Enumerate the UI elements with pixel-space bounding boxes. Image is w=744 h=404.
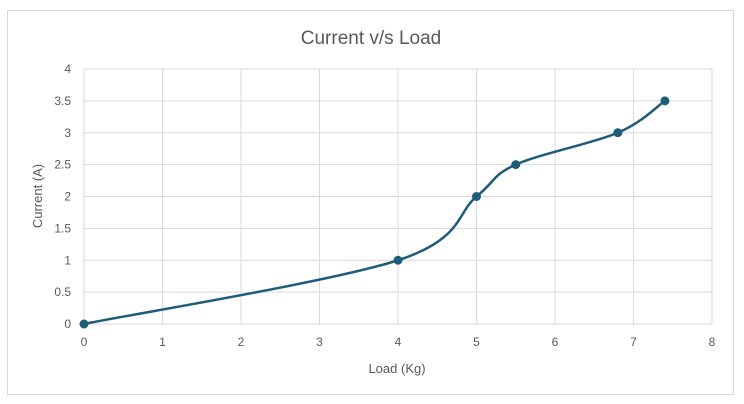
x-tick-label: 0 <box>81 335 88 349</box>
x-tick-label: 8 <box>709 335 716 349</box>
y-tick-label: 1 <box>64 253 71 267</box>
x-tick-label: 4 <box>395 335 402 349</box>
x-tick-label: 3 <box>316 335 323 349</box>
chart-area <box>7 10 734 395</box>
axis-ticks: 0 1 2 3 4 5 6 7 8 0 0.5 1 1.5 2 2.5 3 3.5 4 <box>54 62 715 349</box>
data-point <box>472 192 481 201</box>
data-points <box>79 96 670 329</box>
series-line <box>82 99 667 326</box>
data-point <box>660 96 670 106</box>
x-tick-label: 7 <box>630 335 637 349</box>
y-tick-label: 2.5 <box>54 158 71 172</box>
y-tick-label: 4 <box>64 62 71 76</box>
y-tick-label: 0.5 <box>54 285 71 299</box>
y-tick-label: 3 <box>64 126 71 140</box>
x-tick-label: 5 <box>473 335 480 349</box>
x-tick-label: 1 <box>159 335 166 349</box>
gridlines <box>83 68 713 325</box>
y-tick-label: 1.5 <box>54 221 71 235</box>
y-tick-label: 3.5 <box>54 94 71 108</box>
x-tick-label: 6 <box>552 335 559 349</box>
data-point <box>511 160 521 170</box>
data-point <box>393 255 403 265</box>
data-point <box>613 128 623 138</box>
chart-title: Current v/s Load <box>301 28 441 49</box>
x-axis-label: Load (Kg) <box>368 361 425 376</box>
y-tick-label: 0 <box>64 317 71 331</box>
y-tick-label: 2 <box>64 190 71 204</box>
data-point <box>79 319 89 329</box>
x-tick-label: 2 <box>238 335 245 349</box>
y-axis-label: Current (A) <box>30 164 45 228</box>
